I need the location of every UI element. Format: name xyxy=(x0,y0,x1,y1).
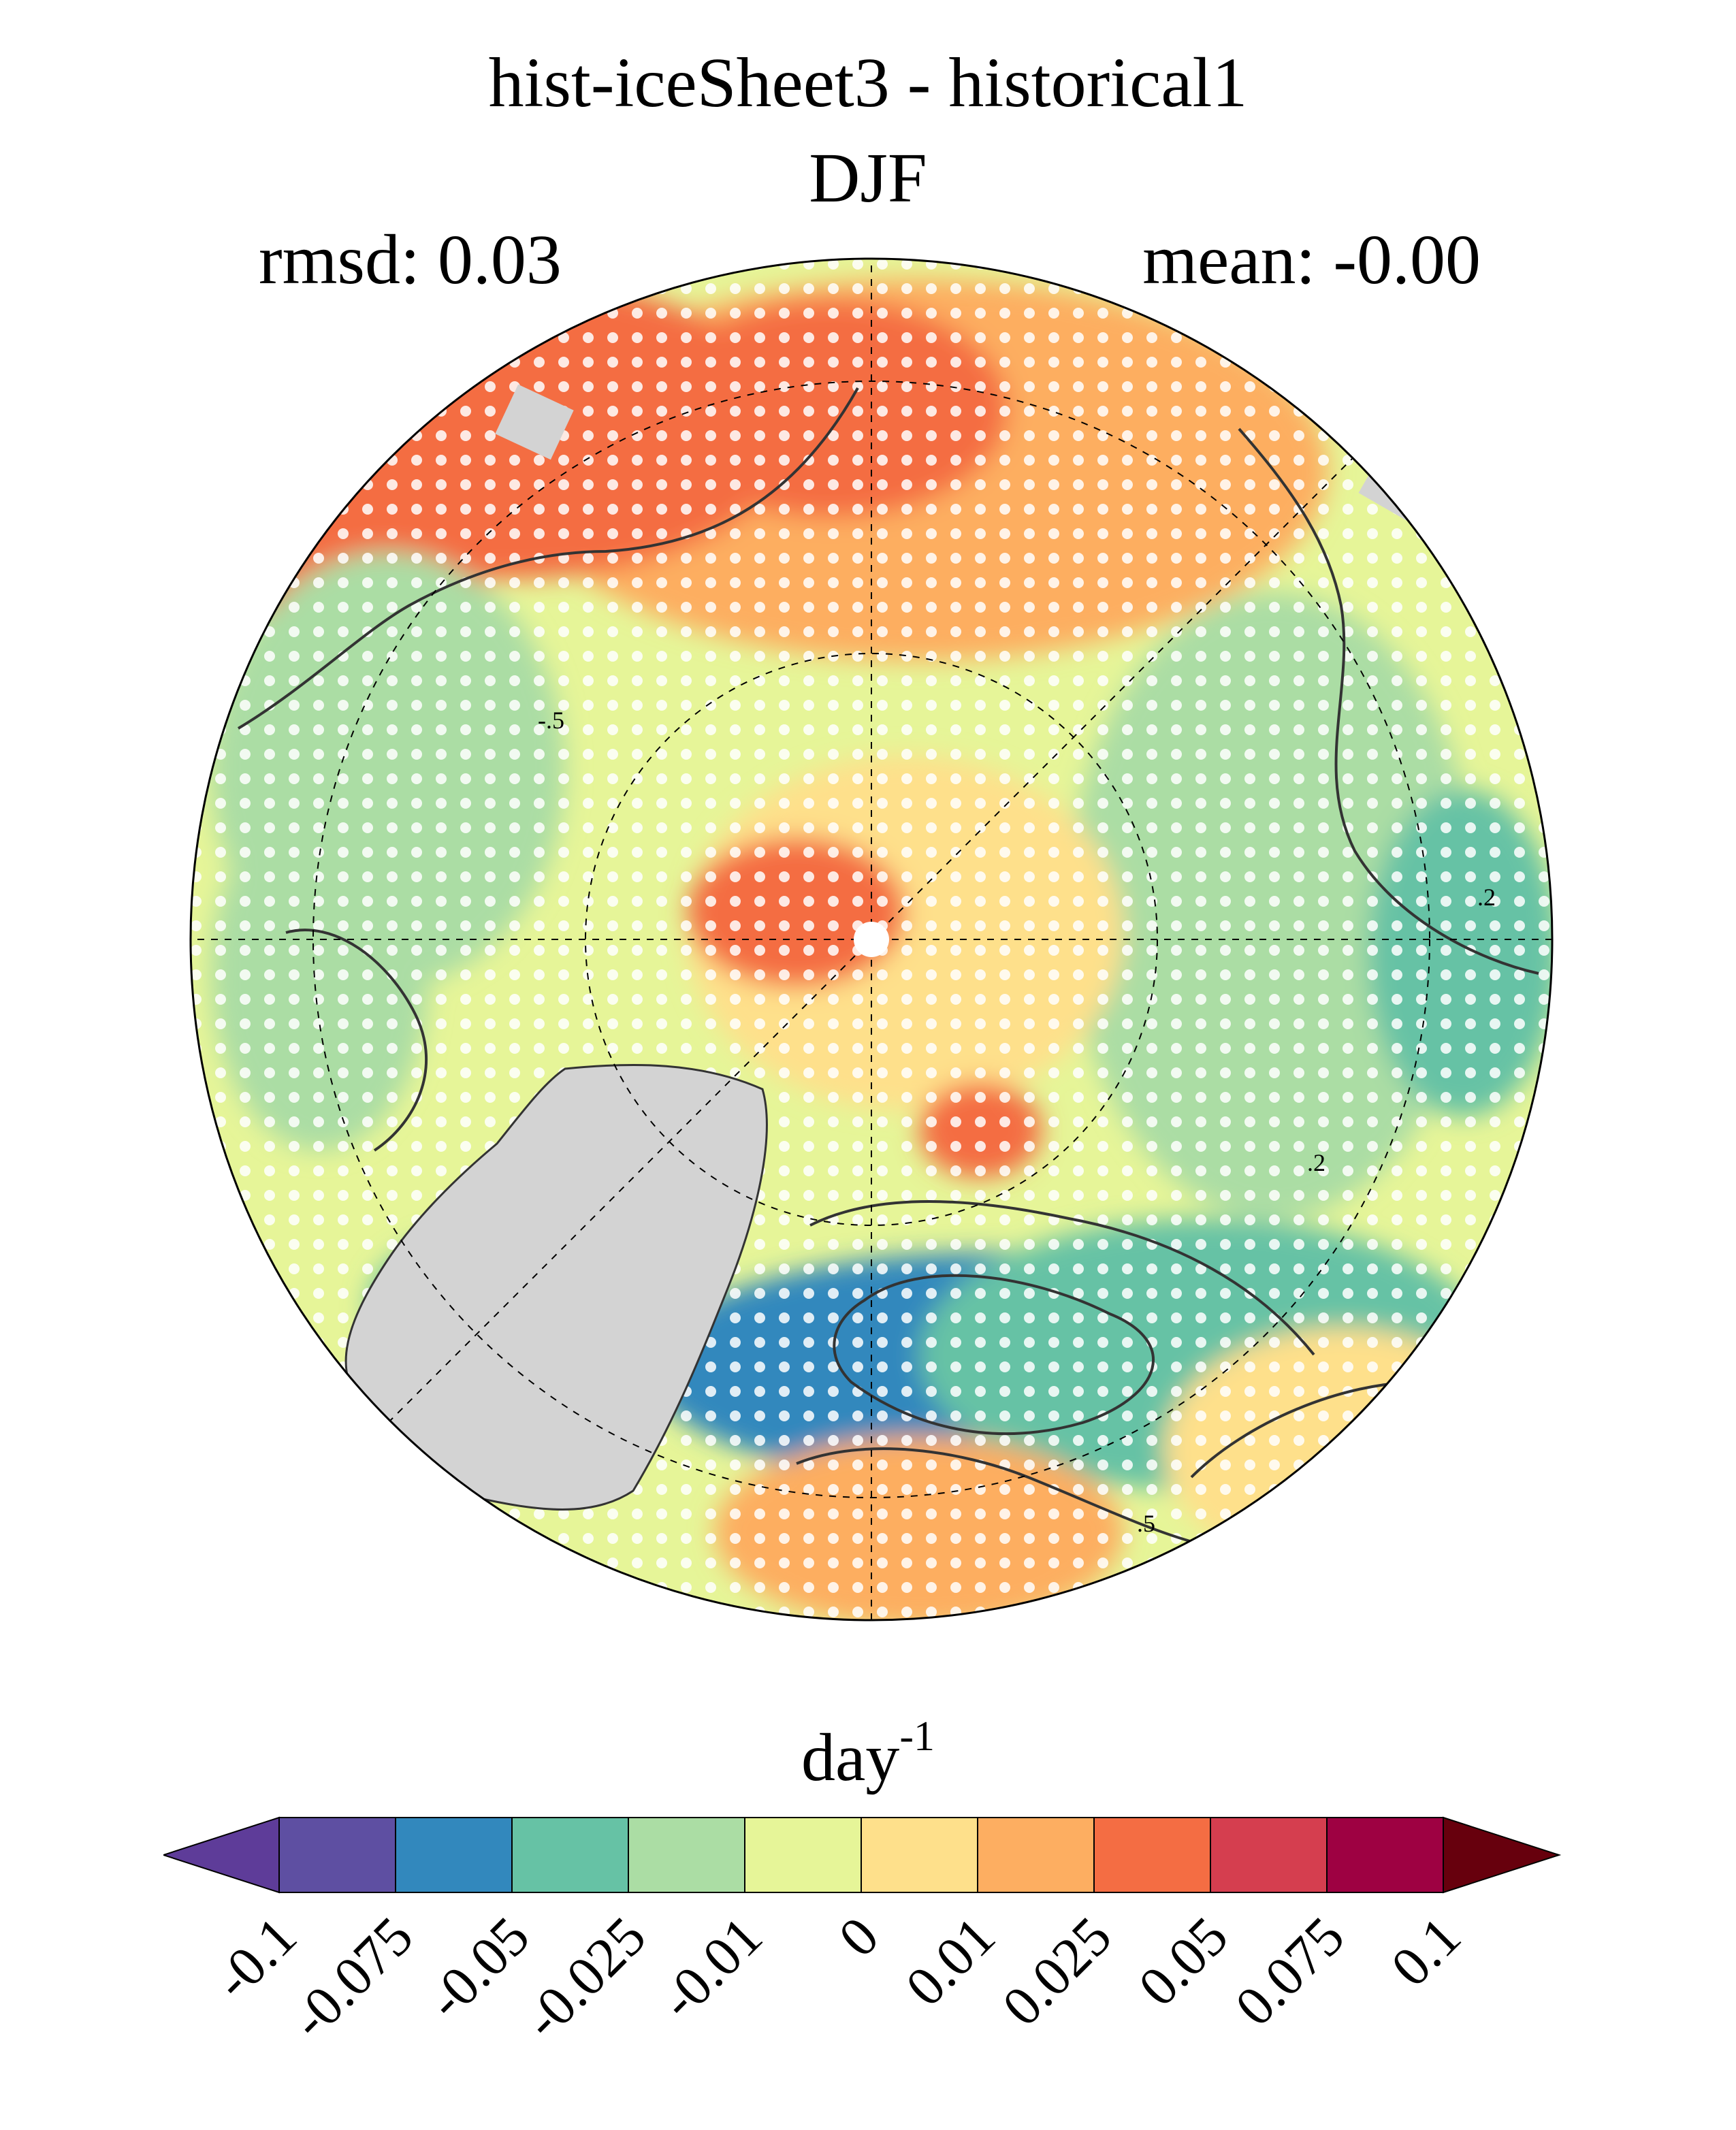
colorbar-box xyxy=(1093,1817,1211,1893)
contour-label: .2 xyxy=(1477,884,1496,911)
colorbar-tick-label: 0.05 xyxy=(1127,1905,1240,2018)
colorbar-box xyxy=(628,1817,745,1893)
contour-label: .2 xyxy=(1307,1149,1325,1176)
colorbar: -0.1-0.075-0.05-0.025-0.01 0 0.010.025 0.05… xyxy=(163,1816,1562,2051)
unit-exponent: -1 xyxy=(899,1713,935,1760)
colorbar-unit: day-1 xyxy=(0,1715,1736,1792)
colorbar-box xyxy=(861,1817,978,1893)
colorbar-extend-high xyxy=(1443,1816,1562,1894)
colorbar-tick-label: 0.025 xyxy=(991,1905,1123,2037)
map-title: hist-iceSheet3 - historical1 xyxy=(488,44,1248,122)
contour-label: -.5 xyxy=(538,707,564,734)
rmsd-label: rmsd: 0.03 xyxy=(259,221,562,299)
greenland-land-mask xyxy=(344,1063,768,1511)
colorbar-box xyxy=(1210,1817,1328,1893)
polar-map: -.5 .5 .2 .2 xyxy=(189,257,1554,1621)
pole-marker xyxy=(854,922,889,957)
colorbar-box xyxy=(977,1817,1095,1893)
colorbar-tick-label: -0.01 xyxy=(648,1905,774,2031)
colorbar-tick-label: -0.075 xyxy=(279,1905,425,2050)
season-label: DJF xyxy=(809,139,927,217)
colorbar-box xyxy=(744,1817,862,1893)
colorbar-box xyxy=(511,1817,629,1893)
colorbar-tick-label: 0.01 xyxy=(894,1905,1007,2018)
colorbar-box xyxy=(395,1817,513,1893)
land-mask-patch xyxy=(495,384,574,460)
contour-label: .5 xyxy=(1137,1510,1155,1537)
colorbar-extend-low xyxy=(163,1816,280,1894)
colorbar-tick-label: -0.025 xyxy=(512,1905,658,2050)
colorbar-box xyxy=(1326,1817,1444,1893)
colorbar-tick-label: 0 xyxy=(826,1905,890,1968)
mean-label: mean: -0.00 xyxy=(1142,221,1481,299)
contour-lines xyxy=(237,387,1540,1547)
unit-base: day xyxy=(801,1720,900,1795)
colorbar-tick-label: 0.1 xyxy=(1379,1905,1473,1998)
colorbar-box xyxy=(278,1817,396,1893)
colorbar-tick-label: 0.075 xyxy=(1223,1905,1356,2037)
map-boundary xyxy=(189,257,1554,1621)
